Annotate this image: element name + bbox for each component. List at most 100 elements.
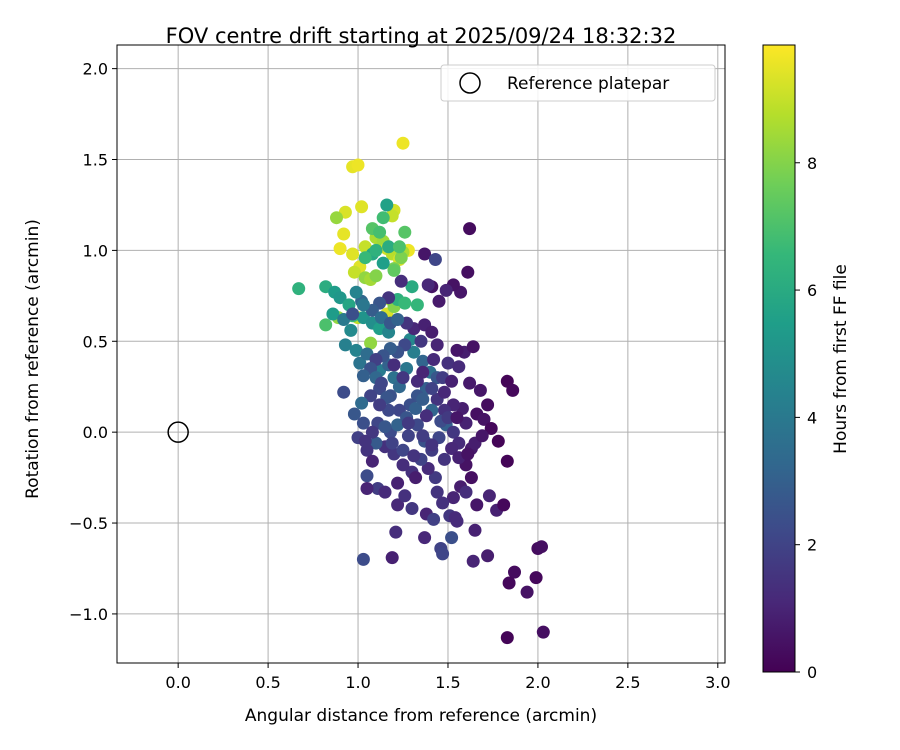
data-point: [385, 436, 399, 450]
data-point: [445, 531, 459, 545]
data-point: [441, 411, 455, 425]
data-point: [481, 398, 495, 412]
data-point: [333, 242, 347, 256]
colorbar-tick-label: 0: [807, 663, 817, 682]
data-point: [391, 418, 405, 432]
data-point: [407, 345, 421, 359]
data-point: [385, 551, 399, 565]
data-point: [376, 256, 390, 270]
data-point: [346, 247, 360, 261]
data-point: [506, 383, 520, 397]
data-point: [425, 438, 439, 452]
data-point: [475, 429, 489, 443]
data-point: [439, 283, 453, 297]
chart-title: FOV centre drift starting at 2025/09/24 …: [166, 24, 677, 48]
y-tick-label: −1.0: [69, 605, 108, 624]
data-point: [461, 447, 475, 461]
data-point: [409, 471, 423, 485]
data-point: [500, 631, 514, 645]
data-point: [356, 298, 370, 312]
data-point: [401, 429, 415, 443]
y-tick-label: 0.5: [83, 332, 108, 351]
data-point: [351, 158, 365, 172]
data-point: [364, 336, 378, 350]
data-point: [409, 402, 423, 415]
data-point: [391, 476, 405, 490]
data-point: [421, 278, 435, 292]
data-point: [391, 313, 405, 326]
data-point: [450, 343, 464, 357]
data-point: [430, 338, 444, 352]
data-point: [441, 356, 455, 370]
data-point: [347, 407, 361, 421]
colorbar-tick-label: 2: [807, 536, 817, 555]
data-point: [382, 240, 396, 254]
data-point: [445, 442, 459, 455]
data-point: [364, 389, 378, 403]
data-point: [360, 482, 374, 495]
data-point: [416, 392, 430, 406]
x-axis-ticks: 0.0 0.5 1.0 1.5 2.0 2.5 3.0: [165, 663, 731, 692]
data-point: [333, 291, 347, 305]
x-tick-label: 1.0: [345, 673, 370, 692]
data-point: [396, 458, 410, 472]
data-point: [468, 523, 482, 537]
x-tick-label: 3.0: [705, 673, 730, 692]
data-point: [398, 489, 412, 503]
data-point: [401, 416, 415, 430]
legend-reference-marker: [459, 72, 481, 94]
data-point: [373, 225, 387, 239]
data-point: [369, 243, 383, 257]
scatter-points: [292, 136, 550, 645]
data-point: [346, 307, 360, 321]
data-point: [356, 416, 370, 430]
colorbar-tick-label: 6: [807, 281, 817, 300]
data-point: [477, 412, 491, 426]
data-point: [484, 422, 498, 435]
data-point: [535, 540, 548, 554]
data-point: [391, 498, 405, 512]
data-point: [337, 227, 351, 241]
data-point: [432, 294, 446, 308]
data-point: [529, 571, 543, 585]
y-axis-ticks: −1.0 −0.5 0.0 0.5 1.0 1.5 2.0: [69, 60, 117, 624]
x-tick-label: 2.0: [525, 673, 550, 692]
data-point: [470, 498, 484, 512]
data-point: [355, 200, 369, 214]
data-point: [394, 251, 408, 265]
reference-marker-layer: [167, 421, 189, 443]
data-point: [418, 531, 432, 545]
data-point: [392, 240, 406, 254]
data-point: [389, 525, 403, 539]
data-point: [463, 376, 477, 390]
data-point: [452, 360, 466, 374]
data-point: [349, 343, 363, 357]
data-point: [369, 436, 383, 450]
y-tick-label: 0.0: [83, 423, 108, 442]
x-axis-label: Angular distance from reference (arcmin): [245, 706, 597, 726]
data-point: [419, 409, 433, 423]
data-point: [436, 496, 450, 510]
data-point: [508, 565, 521, 579]
data-point: [337, 385, 351, 399]
data-point: [427, 512, 441, 526]
data-point: [520, 585, 534, 599]
data-point: [396, 371, 410, 385]
data-point: [387, 263, 401, 277]
data-point: [463, 222, 477, 236]
data-point: [373, 398, 387, 412]
data-point: [466, 340, 480, 354]
data-point: [416, 429, 430, 443]
data-point: [365, 454, 379, 468]
data-point: [427, 353, 441, 366]
data-point: [356, 552, 370, 566]
data-point: [446, 425, 460, 439]
data-point: [410, 298, 424, 312]
data-point: [450, 411, 464, 425]
data-point: [425, 325, 439, 339]
data-point: [396, 136, 410, 150]
reference-platepar-marker: [167, 421, 189, 443]
data-point: [292, 282, 306, 296]
data-point: [358, 251, 372, 265]
data-point: [459, 485, 473, 499]
